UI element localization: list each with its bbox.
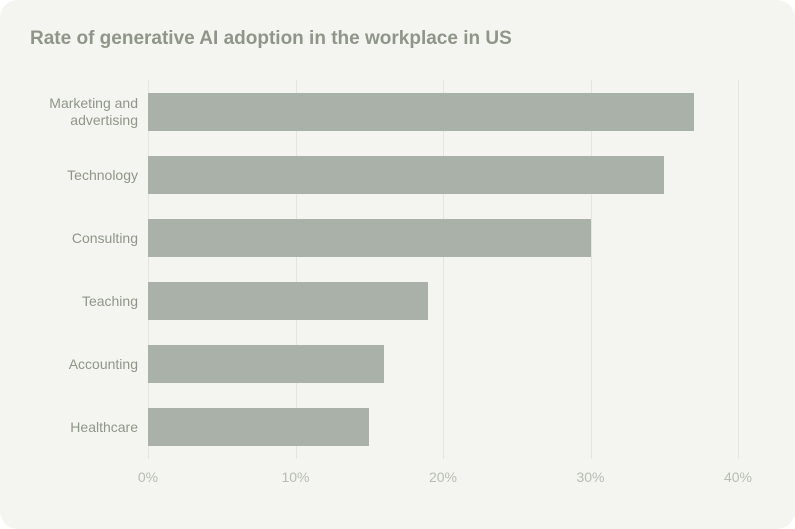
plot-region xyxy=(148,80,738,459)
y-axis-label: Teaching xyxy=(30,282,148,320)
x-axis-tick-label: 30% xyxy=(576,469,604,485)
chart-title: Rate of generative AI adoption in the wo… xyxy=(30,28,765,51)
y-axis-labels: Marketing andadvertising Technology Consul… xyxy=(30,80,148,459)
bar xyxy=(148,219,591,257)
x-axis-tick-label: 0% xyxy=(138,469,158,485)
x-axis: 0%10%20%30%40% xyxy=(148,459,738,499)
bar xyxy=(148,408,369,446)
bar xyxy=(148,156,664,194)
chart-card: Rate of generative AI adoption in the wo… xyxy=(0,0,795,529)
y-axis-label: Technology xyxy=(30,156,148,194)
y-axis-label: Marketing andadvertising xyxy=(30,93,148,131)
y-axis-label: Healthcare xyxy=(30,408,148,446)
y-axis-label: Consulting xyxy=(30,219,148,257)
chart-area: Marketing andadvertising Technology Consul… xyxy=(30,80,765,499)
bar xyxy=(148,282,428,320)
x-axis-tick-label: 40% xyxy=(724,469,752,485)
bar xyxy=(148,345,384,383)
bar xyxy=(148,93,694,131)
x-axis-tick-label: 10% xyxy=(281,469,309,485)
x-axis-tick-label: 20% xyxy=(429,469,457,485)
gridline xyxy=(738,80,739,459)
y-axis-label: Accounting xyxy=(30,345,148,383)
